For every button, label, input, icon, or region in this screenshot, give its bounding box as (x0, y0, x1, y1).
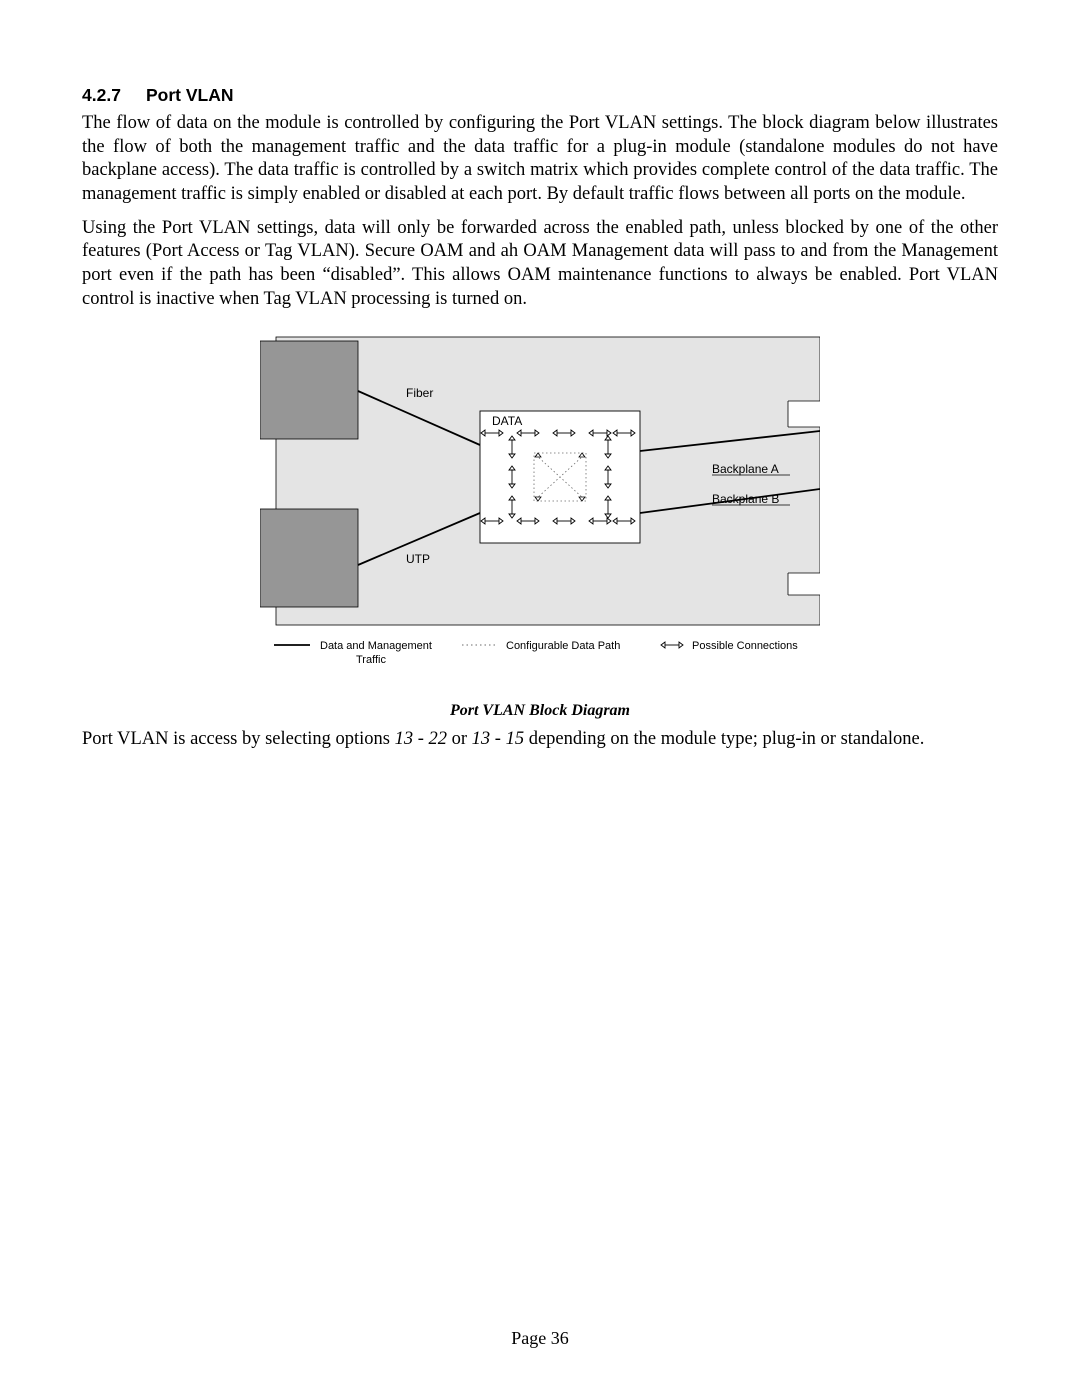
option-range-2: 13 - 15 (472, 729, 524, 749)
svg-text:UTP: UTP (406, 552, 430, 566)
svg-text:Backplane B: Backplane B (712, 492, 779, 506)
block-diagram: Fiber UTP DATA Backplane A Backplane B Data a… (260, 335, 820, 720)
paragraph-1: The flow of data on the module is contro… (82, 112, 998, 207)
svg-text:Backplane A: Backplane A (712, 462, 779, 476)
p3-part-c: depending on the module type; plug-in or… (524, 729, 924, 749)
p3-part-b: or (447, 729, 472, 749)
diagram-caption: Port VLAN Block Diagram (260, 702, 820, 720)
section-heading: 4.2.7Port VLAN (82, 85, 998, 106)
paragraph-3: Port VLAN is access by selecting options… (82, 728, 998, 752)
paragraph-2: Using the Port VLAN settings, data will … (82, 217, 998, 312)
svg-text:Traffic: Traffic (356, 654, 386, 666)
p3-part-a: Port VLAN is access by selecting options (82, 729, 395, 749)
option-range-1: 13 - 22 (395, 729, 447, 749)
page-number: Page 36 (0, 1328, 1080, 1349)
section-title: Port VLAN (146, 85, 234, 105)
svg-text:DATA: DATA (492, 414, 522, 428)
svg-text:Fiber: Fiber (406, 386, 433, 400)
block-diagram-svg: Fiber UTP DATA Backplane A Backplane B Data a… (260, 335, 820, 691)
svg-text:Possible Connections: Possible Connections (692, 640, 798, 652)
svg-text:Configurable Data Path: Configurable Data Path (506, 640, 620, 652)
section-number: 4.2.7 (82, 85, 146, 106)
svg-text:Data and Management: Data and Management (320, 640, 432, 652)
